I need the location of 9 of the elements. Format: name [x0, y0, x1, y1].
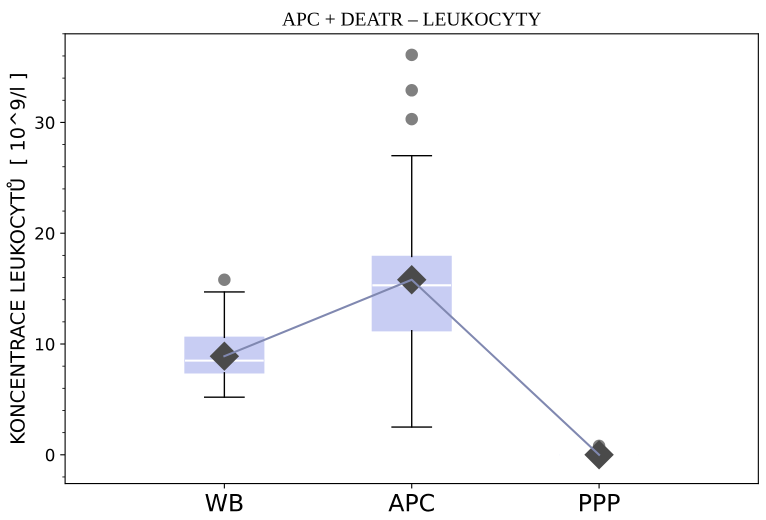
y-tick-label: 10: [36, 338, 54, 351]
y-tick-label: 20: [35, 227, 54, 240]
chart-title: APC + DEATR – LEUKOCYTY: [282, 12, 541, 26]
y-tick-label: 30: [35, 116, 54, 129]
x-tick-label: APC: [388, 494, 434, 512]
y-axis-title: KONCENTRACE LEUKOCYTŮ [ 10^9/l ]: [6, 74, 28, 443]
x-tick-label: WB: [205, 494, 242, 512]
y-tick-label: 0: [46, 448, 54, 462]
x-tick-label: PPP: [580, 494, 620, 512]
